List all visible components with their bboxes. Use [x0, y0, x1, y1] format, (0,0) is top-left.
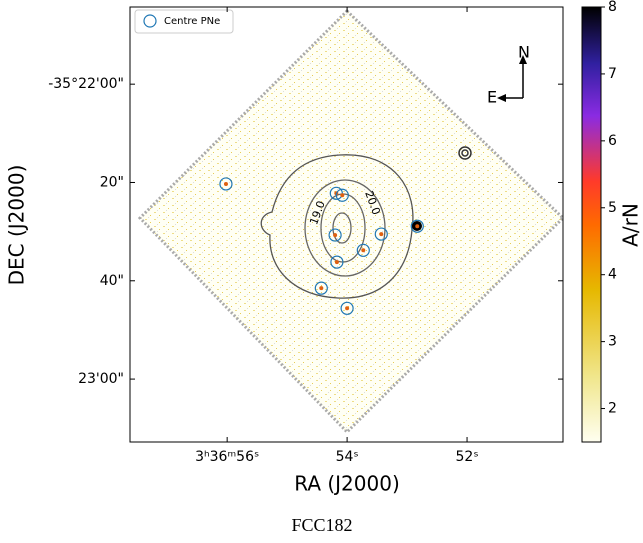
y-tick-label: 40" — [100, 273, 124, 289]
compass-north: N — [518, 43, 530, 62]
colorbar-tick-label: 5 — [608, 200, 617, 216]
pn-core — [415, 224, 420, 229]
pn-marker — [340, 301, 354, 315]
colorbar-tick-label: 2 — [608, 401, 617, 417]
pn-marker — [328, 228, 342, 242]
pn-core — [333, 233, 338, 238]
contour — [332, 212, 352, 244]
bright-source — [461, 149, 469, 157]
contour — [260, 154, 414, 299]
pn-core — [334, 260, 339, 265]
pn-core — [340, 193, 345, 198]
colorbar-tick-label: 7 — [608, 66, 617, 82]
bright-source — [458, 146, 472, 160]
y-tick-label: 23'00" — [78, 371, 124, 387]
x-tick-label: 54ˢ — [336, 449, 359, 465]
y-tick-label: 20" — [100, 174, 124, 190]
pn-marker — [219, 177, 233, 191]
pn-marker — [374, 227, 388, 241]
compass-east: E — [487, 88, 497, 107]
pn-marker — [410, 219, 424, 233]
caption: FCC182 — [291, 515, 352, 535]
pn-marker — [356, 243, 370, 257]
y-tick-label: -35°22'00" — [48, 76, 124, 92]
compass-arrow — [519, 55, 527, 64]
footprint — [137, 8, 566, 435]
colorbar-tick-label: 6 — [608, 133, 617, 149]
pn-core — [379, 232, 384, 237]
pn-marker — [330, 255, 344, 269]
legend — [134, 9, 234, 34]
x-tick-label: 3ʰ36ᵐ56ˢ — [195, 449, 259, 465]
colorbar-tick-label: 4 — [608, 267, 617, 283]
legend-label: Centre PNe — [164, 16, 220, 27]
pn-core — [361, 248, 366, 253]
y-axis-label: DEC (J2000) — [5, 165, 29, 286]
x-tick-label: 52ˢ — [456, 449, 479, 465]
pn-marker — [314, 281, 328, 295]
legend-marker — [143, 14, 157, 28]
x-axis-label: RA (J2000) — [294, 472, 400, 496]
plot-frame — [129, 6, 564, 443]
colorbar — [581, 6, 602, 443]
compass-arrow — [497, 94, 506, 102]
pn-core — [319, 286, 324, 291]
pn-core — [223, 181, 228, 186]
colorbar-tick-label: 8 — [608, 0, 617, 15]
contour — [304, 179, 386, 277]
pn-core — [345, 306, 350, 311]
colorbar-tick-label: 3 — [608, 334, 617, 350]
colorbar-label: A/rN — [619, 203, 643, 247]
pn-marker — [335, 188, 349, 202]
